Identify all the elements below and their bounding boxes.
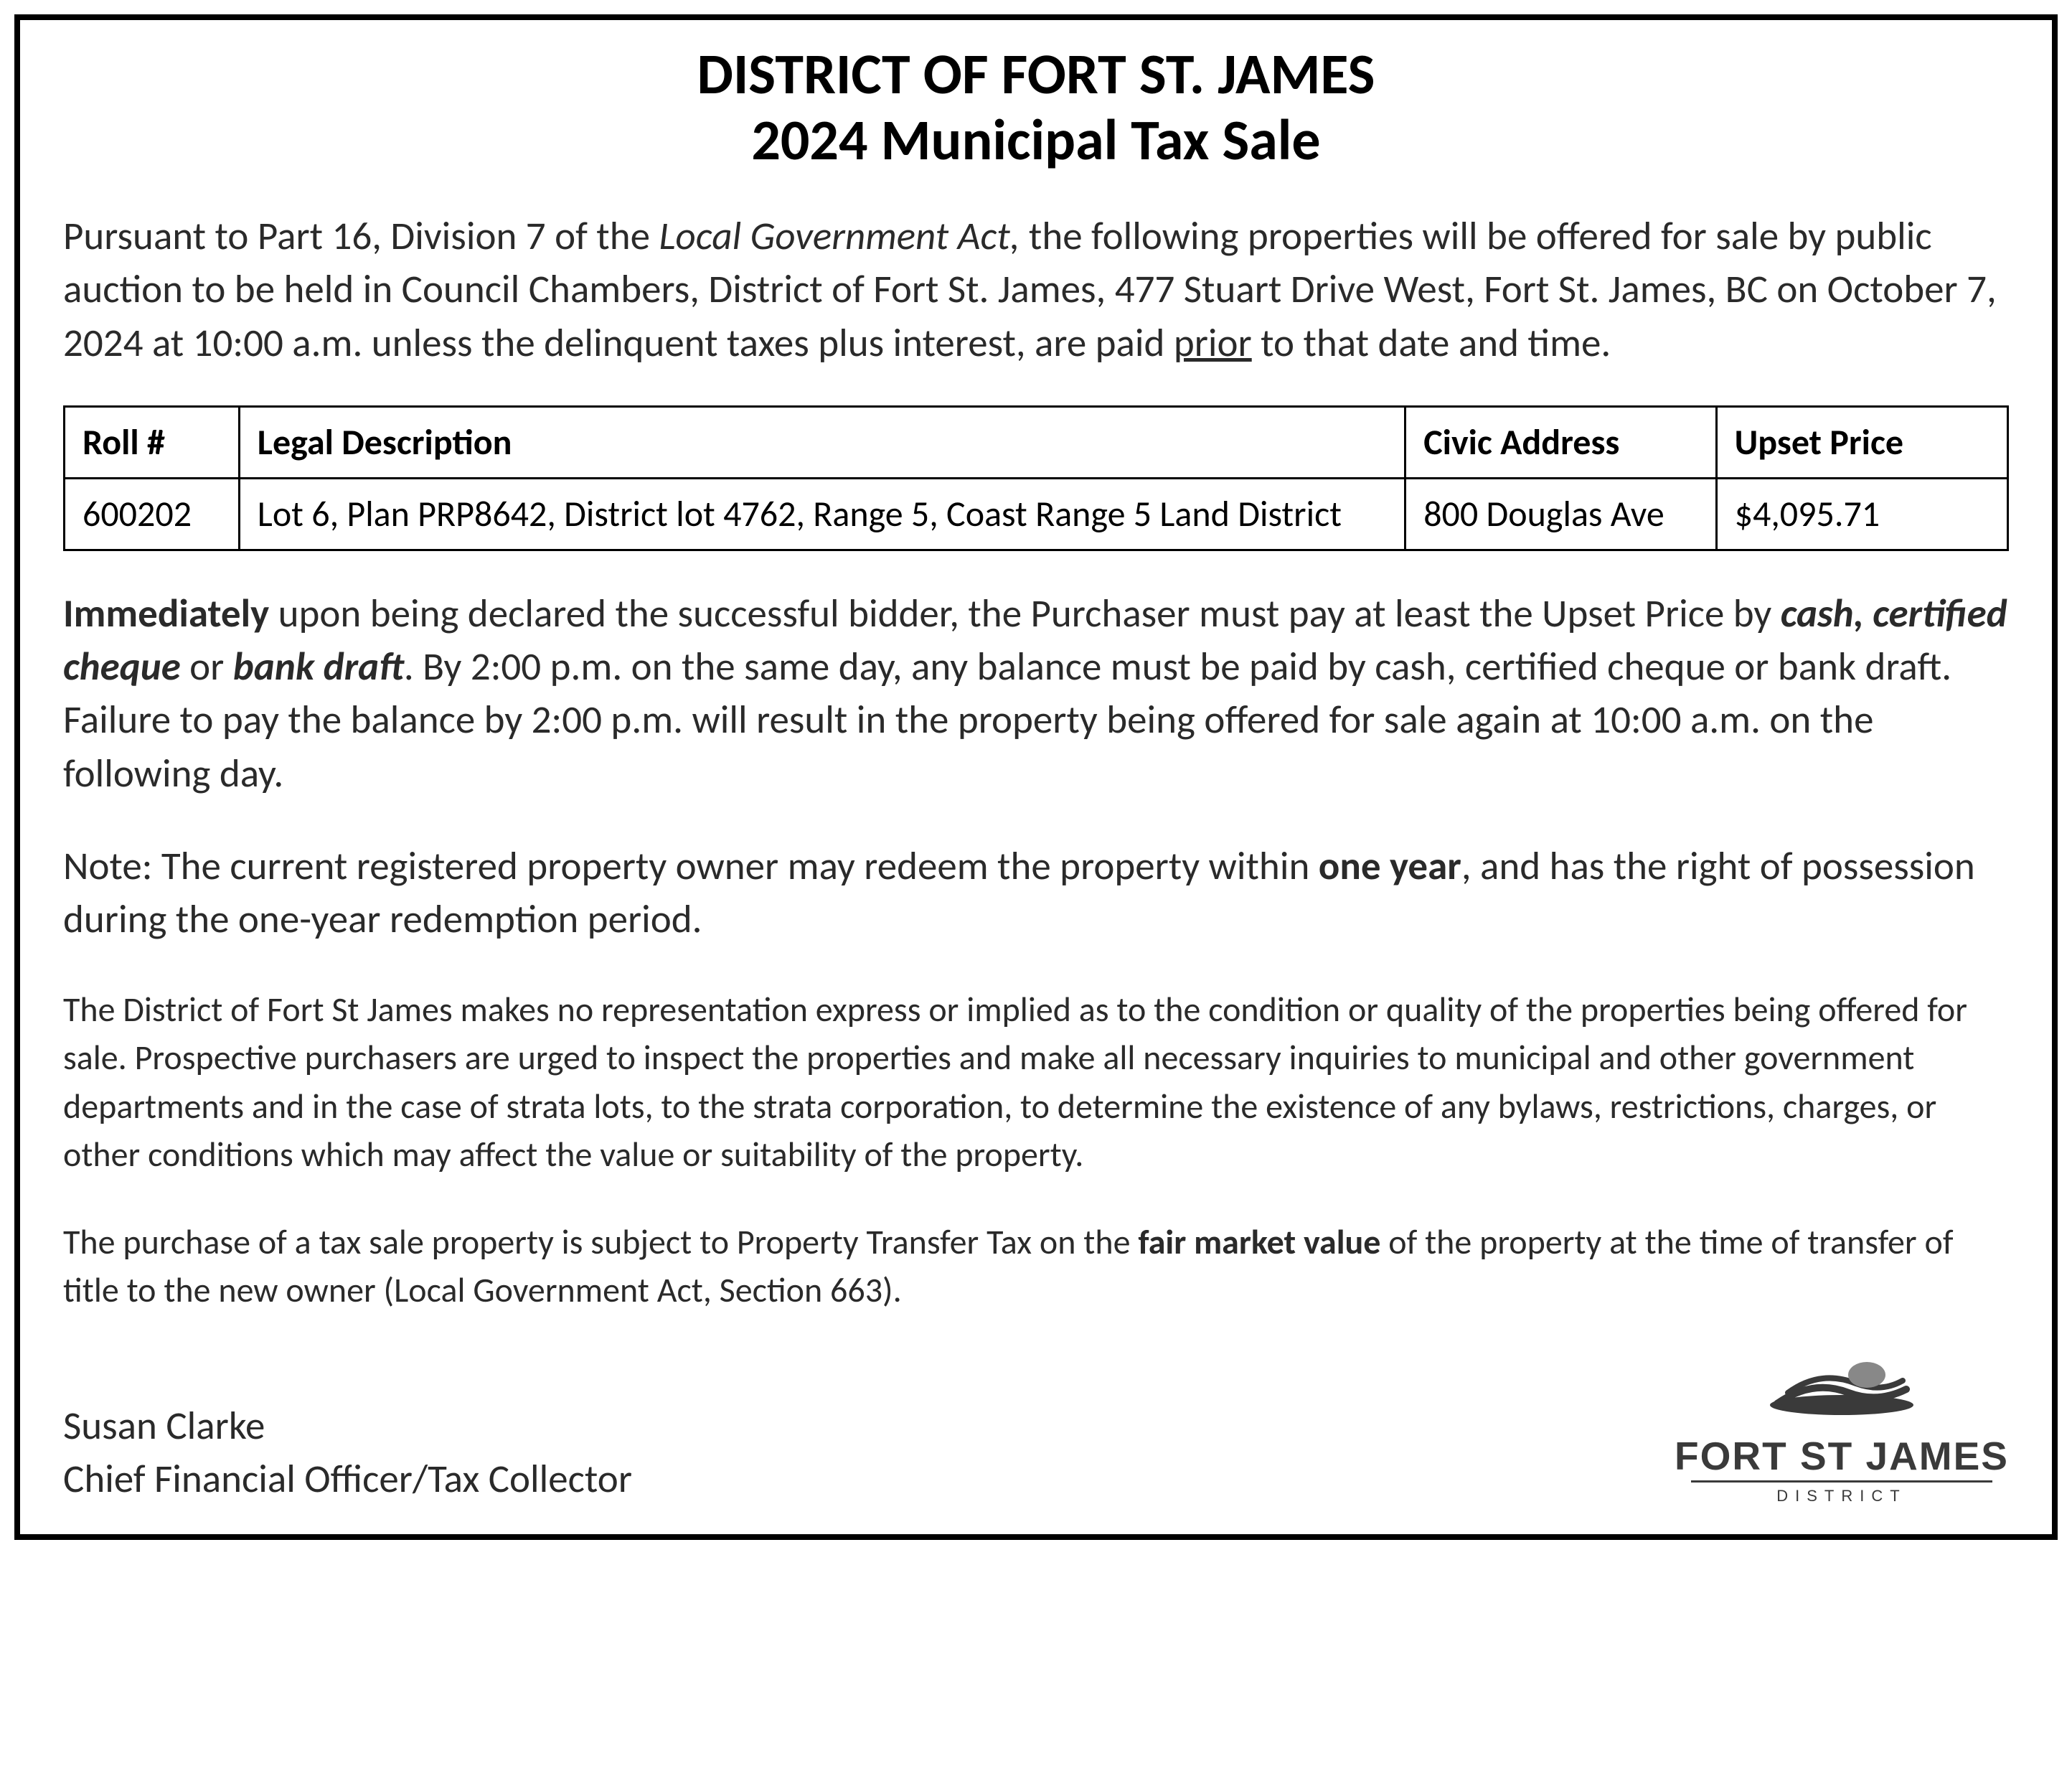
signature-title: Chief Financial Officer/Tax Collector (63, 1452, 632, 1505)
transfer-fmv: fair market value (1138, 1221, 1380, 1263)
document-header: DISTRICT OF FORT ST. JAMES 2024 Municipa… (63, 42, 2009, 174)
table-header-row: Roll # Legal Description Civic Address U… (65, 406, 2008, 478)
cell-upset: $4,095.71 (1716, 478, 2007, 550)
intro-paragraph: Pursuant to Part 16, Division 7 of the L… (63, 210, 2009, 370)
intro-pre: Pursuant to Part 16, Division 7 of the (63, 212, 659, 260)
disclaimer-paragraph: The District of Fort St James makes no r… (63, 985, 2009, 1178)
col-header-civic: Civic Address (1405, 406, 1716, 478)
logo-divider (1691, 1480, 1992, 1483)
intro-post: to that date and time. (1252, 319, 1611, 367)
cell-legal: Lot 6, Plan PRP8642, District lot 4762, … (239, 478, 1405, 550)
col-header-upset: Upset Price (1716, 406, 2007, 478)
property-table: Roll # Legal Description Civic Address U… (63, 405, 2009, 551)
intro-prior: prior (1174, 319, 1252, 367)
district-logo: FORT ST JAMES DISTRICT (1675, 1353, 2009, 1505)
logo-graphic-icon (1763, 1353, 1921, 1432)
payment-immediately: Immediately (63, 589, 269, 637)
note-t1: Note: The current registered property ow… (63, 842, 1319, 890)
col-header-legal: Legal Description (239, 406, 1405, 478)
transfer-t1: The purchase of a tax sale property is s… (63, 1221, 1138, 1263)
payment-t1: upon being declared the successful bidde… (269, 589, 1781, 637)
document-footer: Susan Clarke Chief Financial Officer/Tax… (63, 1353, 2009, 1505)
table-row: 600202 Lot 6, Plan PRP8642, District lot… (65, 478, 2008, 550)
header-title: 2024 Municipal Tax Sale (63, 108, 2009, 174)
intro-act: Local Government Act, (659, 212, 1019, 260)
header-district: DISTRICT OF FORT ST. JAMES (63, 42, 2009, 108)
note-one-year: one year (1319, 842, 1461, 890)
cell-civic: 800 Douglas Ave (1405, 478, 1716, 550)
col-header-roll: Roll # (65, 406, 240, 478)
logo-text: FORT ST JAMES (1675, 1437, 2009, 1476)
transfer-paragraph: The purchase of a tax sale property is s… (63, 1218, 2009, 1314)
payment-bank-draft: bank draft (233, 642, 404, 690)
cell-roll: 600202 (65, 478, 240, 550)
logo-subtext: DISTRICT (1776, 1487, 1906, 1505)
payment-paragraph: Immediately upon being declared the succ… (63, 587, 2009, 800)
tax-sale-notice: DISTRICT OF FORT ST. JAMES 2024 Municipa… (14, 14, 2058, 1540)
signature-name: Susan Clarke (63, 1399, 632, 1452)
payment-or: or (181, 642, 233, 690)
note-paragraph: Note: The current registered property ow… (63, 840, 2009, 946)
signature-block: Susan Clarke Chief Financial Officer/Tax… (63, 1399, 632, 1506)
